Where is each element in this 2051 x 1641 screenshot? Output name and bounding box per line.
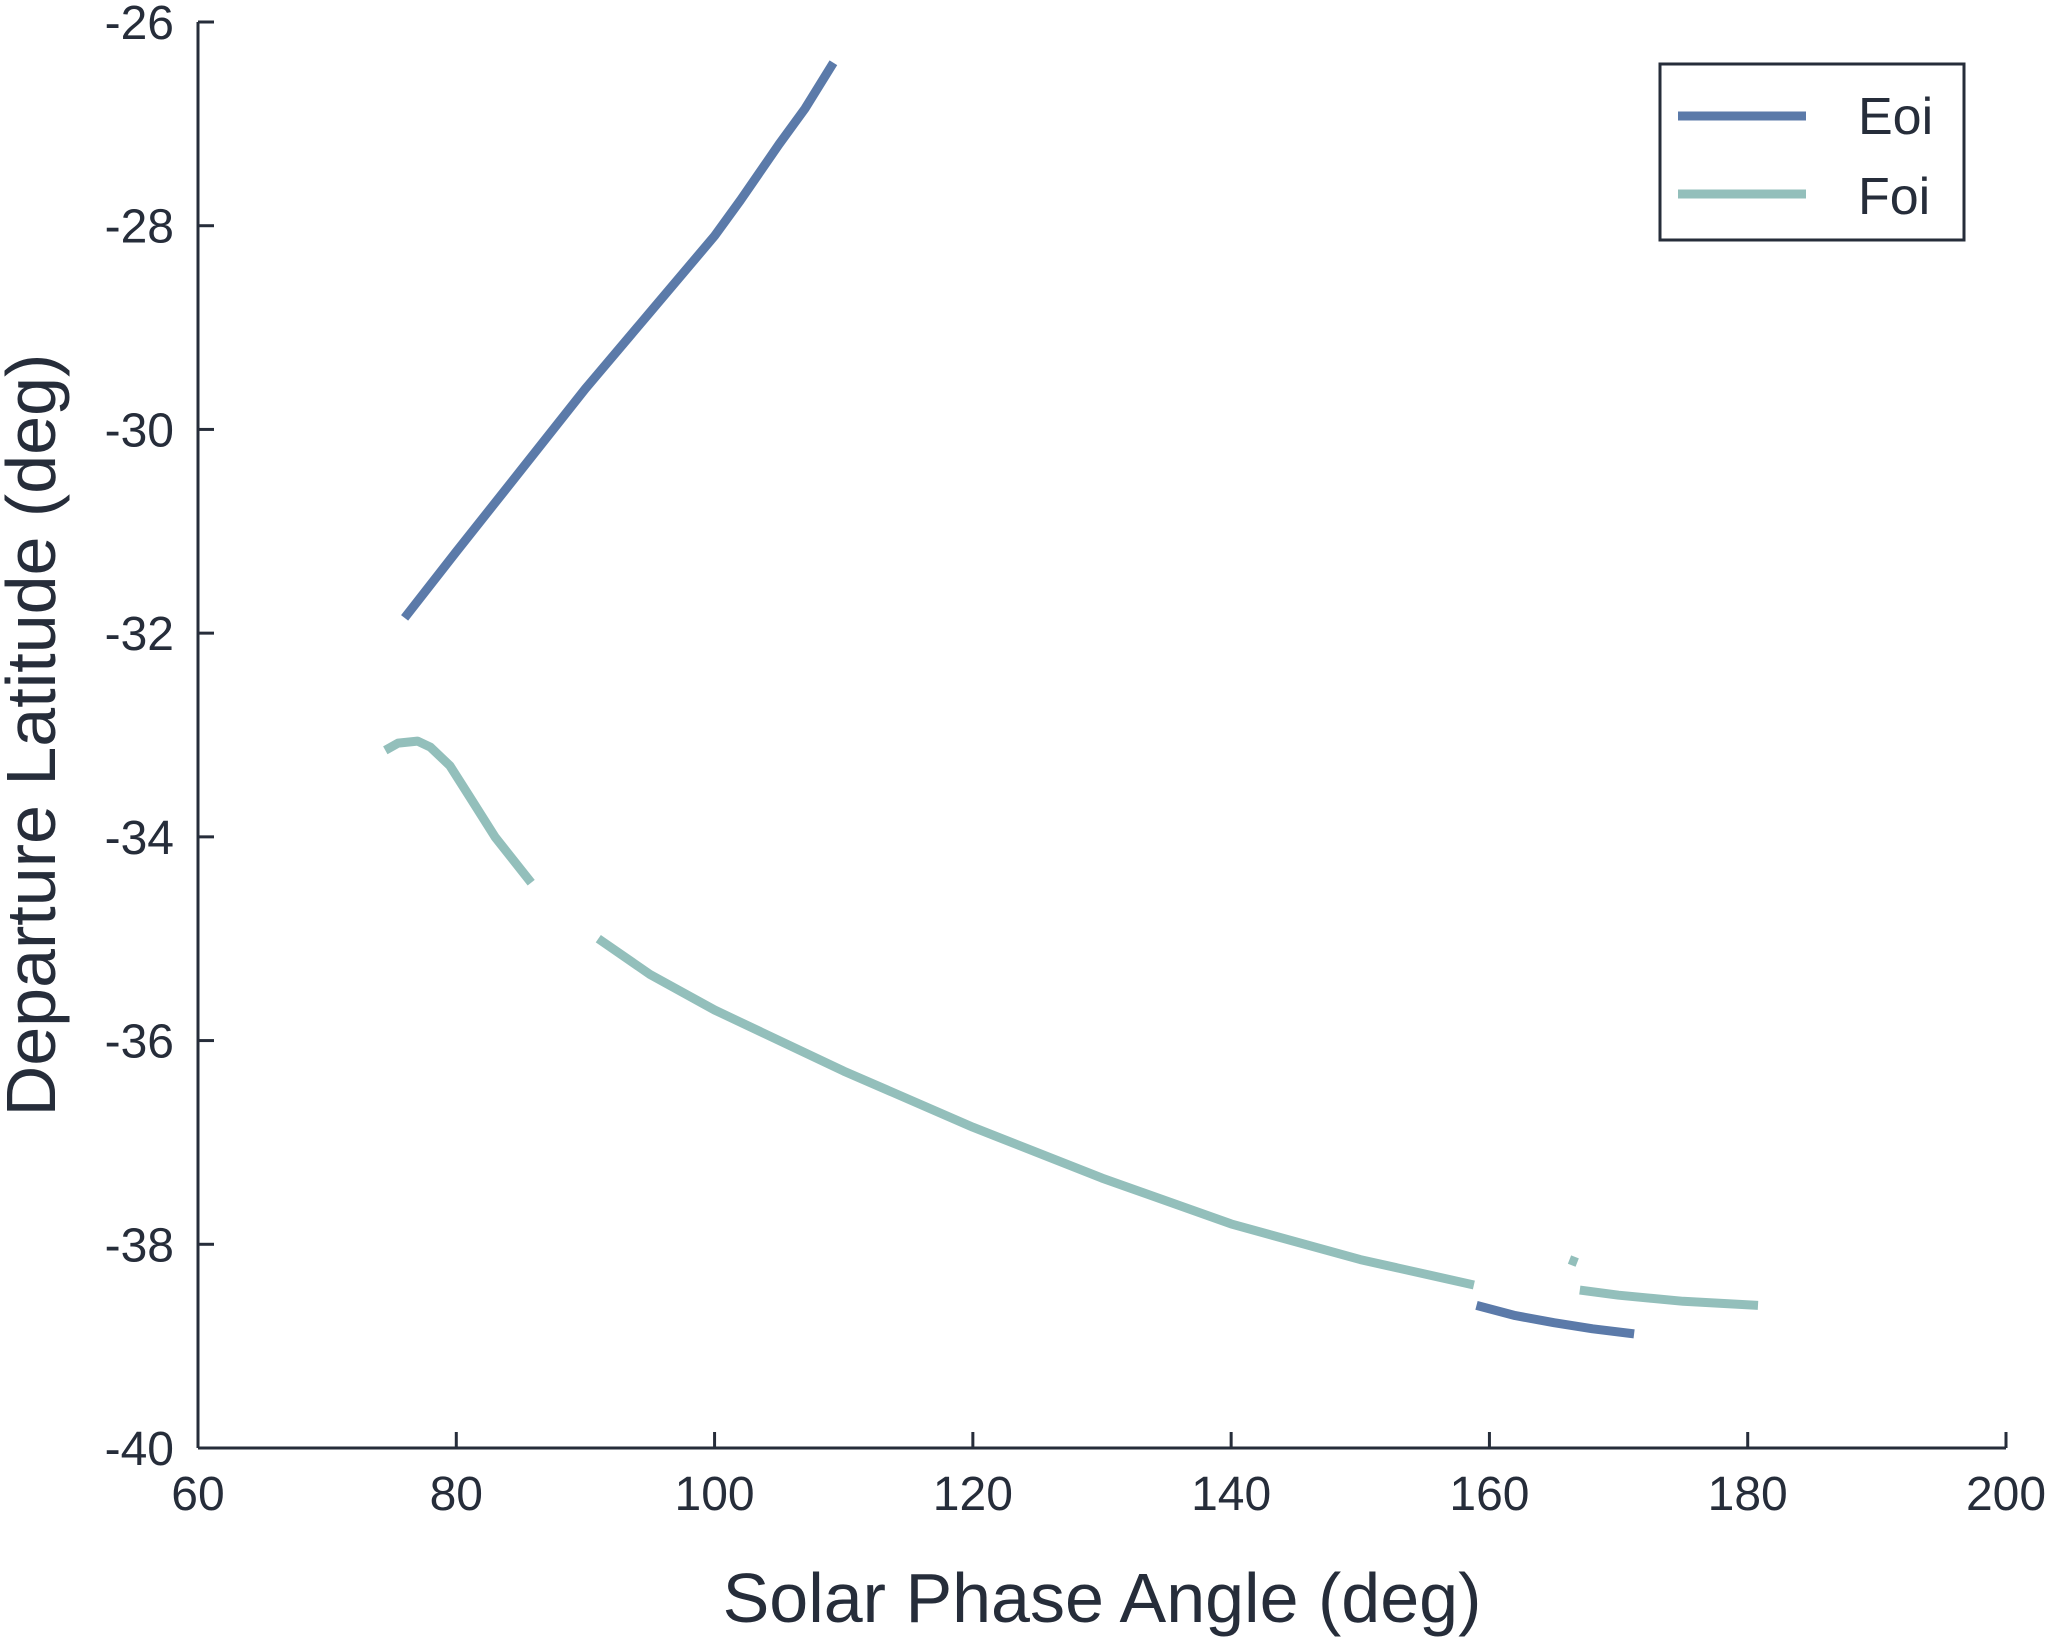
series-line-eoi: [405, 63, 834, 618]
legend-label-foi: Foi: [1858, 168, 1930, 226]
x-tick-label: 180: [1708, 1468, 1788, 1521]
series-line-foi: [1570, 1260, 1578, 1263]
y-tick-label: -36: [105, 1016, 174, 1069]
legend: Eoi Foi: [1660, 64, 1964, 240]
y-tick-label: -32: [105, 608, 174, 661]
x-tick-label: 80: [430, 1468, 483, 1521]
x-tick-label: 60: [171, 1468, 224, 1521]
y-tick-label: -34: [105, 812, 174, 865]
y-axis-title: Departure Latitude (deg): [0, 354, 70, 1117]
x-ticks: 60 80 100 120 140 160 180 200: [171, 1432, 2046, 1521]
y-tick-label: -28: [105, 201, 174, 254]
x-tick-label: 120: [933, 1468, 1013, 1521]
y-tick-label: -30: [105, 404, 174, 457]
legend-label-eoi: Eoi: [1858, 88, 1933, 146]
series-line-foi: [385, 741, 531, 883]
series-line-foi: [1580, 1290, 1758, 1305]
x-tick-label: 200: [1966, 1468, 2046, 1521]
series-line-foi: [598, 939, 1474, 1285]
series-layer: [385, 63, 1758, 1334]
y-tick-label: -26: [105, 0, 174, 50]
series-line-eoi: [1477, 1305, 1635, 1334]
y-tick-label: -40: [105, 1423, 174, 1476]
x-tick-label: 100: [675, 1468, 755, 1521]
x-axis-title: Solar Phase Angle (deg): [723, 1559, 1482, 1637]
x-tick-label: 160: [1449, 1468, 1529, 1521]
y-tick-label: -38: [105, 1219, 174, 1272]
x-tick-label: 140: [1191, 1468, 1271, 1521]
